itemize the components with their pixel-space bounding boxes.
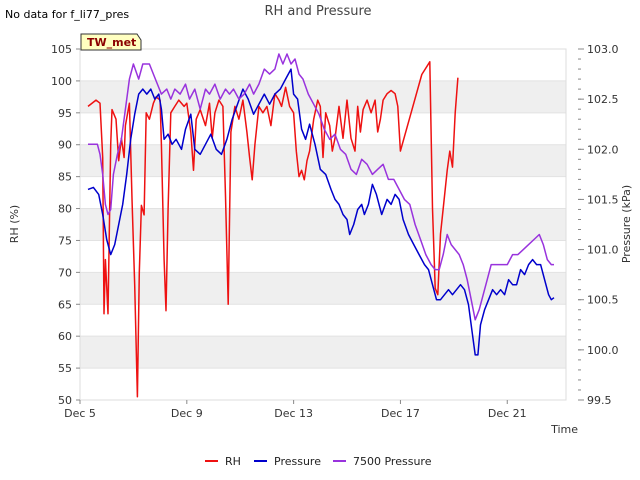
left-tick-label: 85 <box>58 171 72 184</box>
left-tick-label: 75 <box>58 234 72 247</box>
x-tick-label: Dec 13 <box>274 407 313 420</box>
left-tick-label: 90 <box>58 139 72 152</box>
left-tick-label: 65 <box>58 298 72 311</box>
left-tick-label: 55 <box>58 362 72 375</box>
right-axis: 99.5 100.0 100.5 101.0 101.5 102.0 102.5 103.0 <box>578 43 619 407</box>
right-tick-label: 103.0 <box>587 43 619 56</box>
series-line-pressure <box>87 68 555 356</box>
right-tick-label: 100.0 <box>587 344 619 357</box>
grid-band <box>80 208 566 241</box>
left-tick-label: 60 <box>58 330 72 343</box>
chart-title: RH and Pressure <box>264 4 371 19</box>
series-line-rh <box>87 61 459 398</box>
left-axis-label: RH (%) <box>8 205 21 243</box>
right-tick-label: 100.5 <box>587 294 619 307</box>
right-tick-label: 101.0 <box>587 244 619 257</box>
left-axis: 50 55 60 65 70 75 80 85 90 95 100 105 <box>51 43 80 407</box>
right-tick-label: 102.5 <box>587 93 619 106</box>
grid-band <box>80 272 566 305</box>
left-tick-label: 105 <box>51 43 72 56</box>
legend-label-rh: RH <box>225 455 241 468</box>
series-line-7500-pressure <box>88 53 554 321</box>
right-tick-label: 99.5 <box>587 394 612 407</box>
series-lines <box>87 53 555 398</box>
x-axis-label: Time <box>550 423 578 436</box>
grid-band <box>80 336 566 369</box>
x-axis: Dec 5 Dec 9 Dec 13 Dec 17 Dec 21 <box>64 400 527 420</box>
x-tick-label: Dec 5 <box>64 407 96 420</box>
right-tick-label: 101.5 <box>587 193 619 206</box>
plot-frame <box>79 48 567 401</box>
grid-bands <box>80 48 566 401</box>
left-tick-label: 80 <box>58 203 72 216</box>
left-tick-label: 100 <box>51 75 72 88</box>
station-badge: TW_met <box>80 33 142 51</box>
legend: RH Pressure 7500 Pressure <box>205 455 432 468</box>
station-badge-label: TW_met <box>87 36 136 49</box>
x-tick-label: Dec 9 <box>171 407 203 420</box>
x-tick-label: Dec 17 <box>381 407 420 420</box>
legend-label-7500-pressure: 7500 Pressure <box>353 455 432 468</box>
left-tick-label: 70 <box>58 266 72 279</box>
legend-label-pressure: Pressure <box>274 455 321 468</box>
left-tick-label: 50 <box>58 394 72 407</box>
x-tick-label: Dec 21 <box>488 407 527 420</box>
right-tick-label: 102.0 <box>587 143 619 156</box>
right-axis-label: Pressure (kPa) <box>620 185 633 263</box>
no-data-note: No data for f_li77_pres <box>5 8 129 21</box>
left-tick-label: 95 <box>58 107 72 120</box>
